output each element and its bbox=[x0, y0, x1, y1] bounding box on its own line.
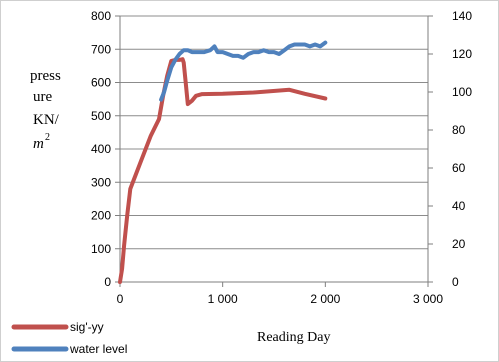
ylabel-line-1: press bbox=[30, 68, 61, 84]
series-line-1 bbox=[159, 40, 328, 102]
y-left-tick-label-4: 400 bbox=[91, 142, 111, 156]
y-left-tick-label-7: 700 bbox=[91, 42, 111, 56]
y-right-tick-label-5: 100 bbox=[452, 85, 472, 99]
y-left-tick-label-2: 200 bbox=[91, 209, 111, 223]
y-right-tick-label-6: 120 bbox=[452, 47, 472, 61]
x-tick-label-2: 2 000 bbox=[310, 292, 340, 306]
legend-label-sig-yy: sig'-yy bbox=[70, 320, 104, 334]
ylabel-line-2: ure bbox=[33, 89, 52, 105]
series-lines bbox=[118, 40, 328, 284]
x-ticks: 0 1 000 2 000 3 000 bbox=[117, 282, 443, 306]
y-right-tick-label-7: 140 bbox=[452, 9, 472, 23]
y-right-tick-label-3: 60 bbox=[452, 161, 466, 175]
x-tick-label-1: 1 000 bbox=[208, 292, 238, 306]
legend-label-water-level: water level bbox=[69, 342, 127, 356]
legend-item-sig-yy: sig'-yy bbox=[11, 320, 104, 334]
y-left-ticks: 0 100 200 300 400 500 600 700 800 bbox=[91, 9, 120, 289]
series-line-0 bbox=[118, 57, 328, 284]
y-right-tick-label-4: 80 bbox=[452, 123, 466, 137]
y-left-tick-label-8: 800 bbox=[91, 9, 111, 23]
y-right-ticks: 0 20 40 60 80 100 120 140 bbox=[428, 9, 472, 289]
gridlines bbox=[120, 15, 428, 250]
y-left-tick-label-6: 600 bbox=[91, 76, 111, 90]
ylabel-superscript: 2 bbox=[45, 132, 50, 143]
ylabel-line-3: KN/ bbox=[33, 112, 60, 128]
y-right-tick-label-1: 20 bbox=[452, 237, 466, 251]
y-right-tick-label-2: 40 bbox=[452, 199, 466, 213]
x-tick-label-3: 3 000 bbox=[413, 292, 443, 306]
y-axis-title: press ure KN/ m 2 bbox=[30, 68, 61, 152]
y-left-tick-label-3: 300 bbox=[91, 175, 111, 189]
y-left-tick-label-1: 100 bbox=[91, 242, 111, 256]
legend-item-water-level: water level bbox=[11, 342, 127, 356]
x-tick-label-0: 0 bbox=[117, 292, 124, 306]
y-right-tick-label-0: 0 bbox=[452, 275, 459, 289]
ylabel-line-4: m bbox=[33, 136, 44, 152]
y-left-tick-label-5: 500 bbox=[91, 109, 111, 123]
legend: sig'-yy water level bbox=[11, 320, 127, 356]
y-left-tick-label-0: 0 bbox=[104, 275, 111, 289]
x-axis-title: Reading Day bbox=[257, 330, 330, 345]
